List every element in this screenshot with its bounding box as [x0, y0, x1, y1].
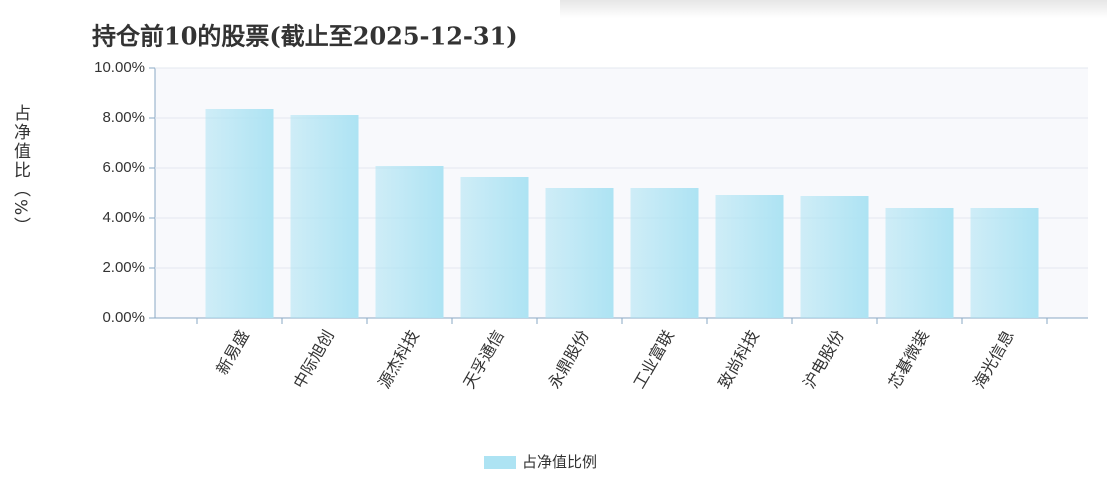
x-tick-label: 致尚科技: [714, 327, 762, 392]
legend-label: 占净值比例: [522, 454, 597, 471]
x-tick-label: 源杰科技: [374, 327, 422, 392]
legend-swatch: [484, 456, 516, 469]
bar: [630, 188, 699, 318]
y-axis-label: 占净值比（%）: [10, 104, 31, 236]
y-tick-label: 6.00%: [102, 159, 145, 176]
y-tick-label: 0.00%: [102, 309, 145, 326]
bar: [885, 208, 954, 318]
y-tick-label: 10.00%: [94, 59, 145, 76]
x-tick-label: 海光信息: [969, 327, 1017, 392]
x-tick-label: 工业富联: [629, 327, 677, 392]
x-tick-label: 新易盛: [212, 327, 252, 378]
x-tick-label: 中际旭创: [289, 327, 337, 392]
bar: [545, 188, 614, 318]
bar: [205, 109, 274, 318]
bar: [290, 115, 359, 318]
bar: [460, 177, 529, 318]
x-tick-label: 沪电股份: [799, 327, 847, 392]
bar: [970, 208, 1039, 318]
chart-title: 持仓前10的股票(截止至2025-12-31): [92, 22, 518, 51]
top-shadow: [560, 0, 1107, 18]
y-tick-label: 4.00%: [102, 209, 145, 226]
bar: [375, 166, 444, 318]
x-tick-label: 永鼎股份: [544, 327, 592, 392]
y-tick-label: 8.00%: [102, 109, 145, 126]
bar: [715, 195, 784, 318]
y-tick-label: 2.00%: [102, 259, 145, 276]
bar: [800, 196, 869, 318]
x-tick-label: 天孚通信: [459, 327, 507, 392]
x-tick-label: 芯碁微装: [884, 327, 932, 392]
